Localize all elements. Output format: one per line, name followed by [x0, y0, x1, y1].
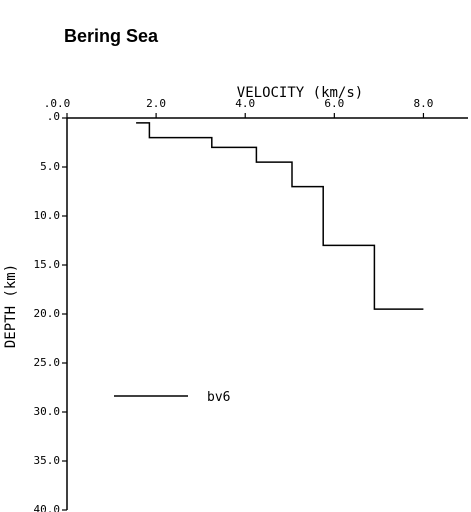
y-tick-label: 40.0: [34, 503, 61, 512]
y-axis-ticks: .0 5.0 10.0 15.0 20.0 25.0 30.0 35.0 40.0: [34, 110, 67, 512]
y-tick-label: .0: [47, 110, 60, 123]
x-tick-label: 8.0: [414, 97, 434, 110]
y-tick-label: 30.0: [34, 405, 61, 418]
x-axis-label: VELOCITY (km/s): [237, 85, 363, 101]
series-line-bv6: [136, 122, 424, 310]
y-tick-label: 35.0: [34, 454, 61, 467]
y-tick-label: 20.0: [34, 307, 61, 320]
x-tick-label: 6.0: [324, 97, 344, 110]
x-axis-ticks: .0.0 2.0 4.0 6.0 8.0: [44, 97, 434, 118]
y-tick-label: 5.0: [40, 160, 60, 173]
legend-label-bv6: bv6: [207, 390, 230, 405]
x-tick-label: 2.0: [146, 97, 166, 110]
legend: bv6: [114, 390, 230, 405]
plot-series: [136, 122, 424, 310]
page-title: Bering Sea: [64, 26, 159, 46]
y-axis-label: DEPTH (km): [3, 264, 19, 348]
y-tick-label: 15.0: [34, 258, 61, 271]
x-tick-label: .0.0: [44, 97, 71, 110]
x-tick-label: 4.0: [235, 97, 255, 110]
y-tick-label: 25.0: [34, 356, 61, 369]
y-tick-label: 10.0: [34, 209, 61, 222]
